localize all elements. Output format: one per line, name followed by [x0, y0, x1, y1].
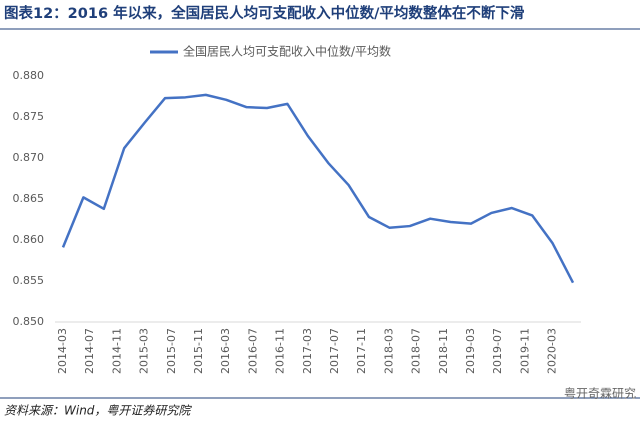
x-tick-label: 2019-07 — [491, 328, 504, 374]
x-tick-label: 2015-11 — [192, 328, 205, 374]
x-tick-label: 2018-03 — [382, 328, 395, 374]
x-tick-label: 2017-11 — [355, 328, 368, 374]
y-tick-label: 0.855 — [13, 274, 45, 287]
source: 资料来源：Wind，粤开证券研究院 — [4, 404, 192, 418]
x-tick-label: 2016-11 — [274, 328, 287, 374]
x-tick-label: 2016-03 — [219, 328, 232, 374]
y-tick-label: 0.880 — [13, 69, 45, 82]
y-tick-label: 0.860 — [13, 233, 45, 246]
y-tick-label: 0.850 — [13, 315, 45, 328]
x-tick-label: 2018-07 — [410, 328, 423, 374]
legend-label: 全国居民人均可支配收入中位数/平均数 — [183, 44, 391, 59]
x-tick-label: 2014-03 — [56, 328, 69, 374]
x-tick-label: 2017-03 — [301, 328, 314, 374]
chart-title: 图表12：2016 年以来，全国居民人均可支配收入中位数/平均数整体在不断下滑 — [4, 4, 525, 22]
y-tick-label: 0.875 — [13, 110, 45, 123]
y-tick-label: 0.870 — [13, 151, 45, 164]
x-tick-label: 2019-03 — [464, 328, 477, 374]
x-tick-label: 2015-07 — [165, 328, 178, 374]
x-tick-label: 2019-11 — [518, 328, 531, 374]
series-line — [61, 93, 575, 284]
y-tick-label: 0.865 — [13, 192, 45, 205]
x-tick-label: 2017-07 — [328, 328, 341, 374]
watermark: 粤开奇霖研究 — [564, 386, 636, 401]
x-tick-label: 2015-03 — [138, 328, 151, 374]
x-tick-label: 2020-03 — [546, 328, 559, 374]
x-tick-label: 2016-07 — [246, 328, 259, 374]
x-tick-label: 2014-11 — [110, 328, 123, 374]
x-tick-label: 2018-11 — [437, 328, 450, 374]
x-tick-label: 2014-07 — [83, 328, 96, 374]
